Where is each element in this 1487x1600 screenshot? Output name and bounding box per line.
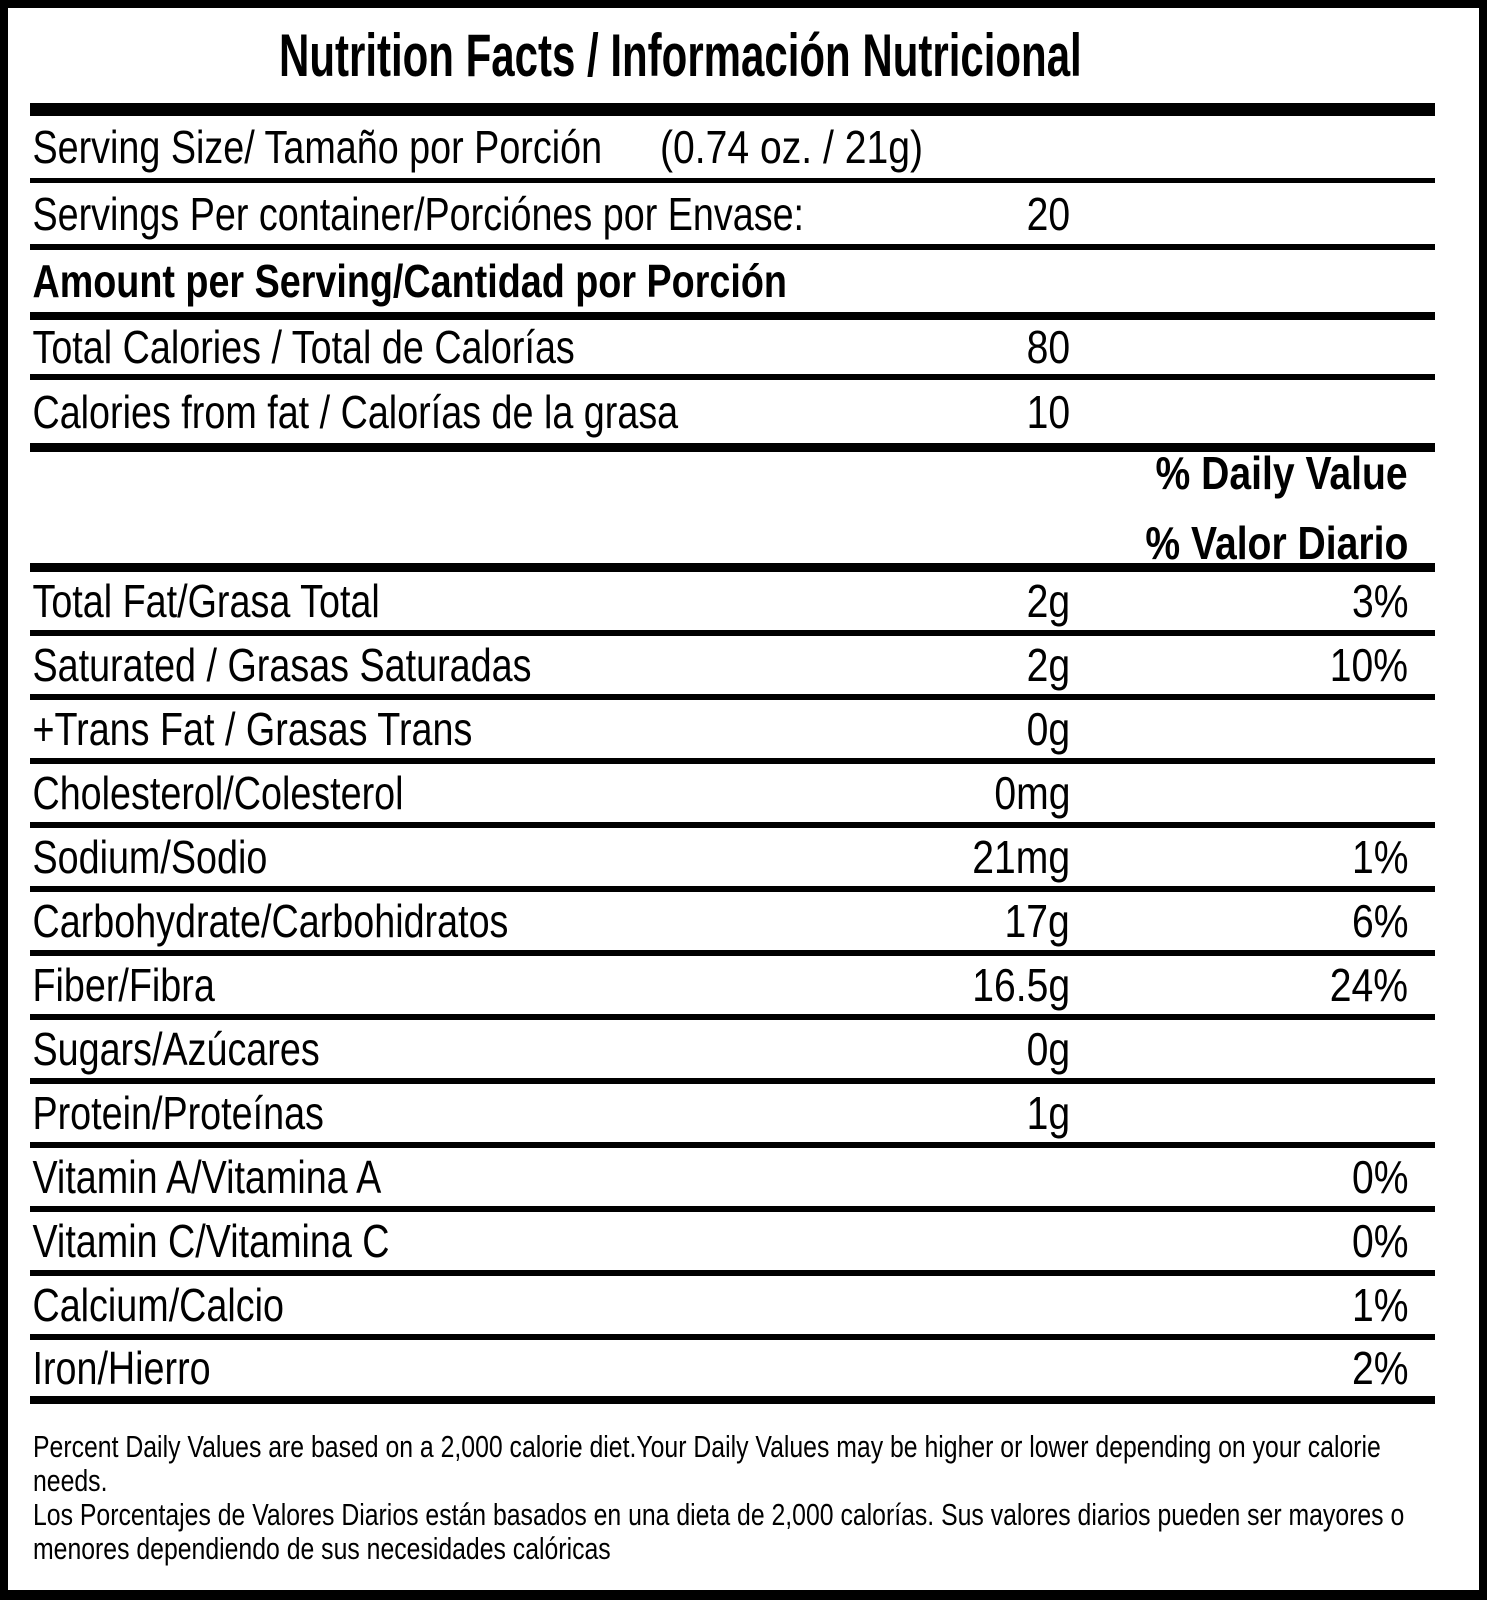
nutrient-daily-value: 1% — [1351, 831, 1408, 883]
nutrient-row-protein: Protein/Proteínas 1g — [30, 1084, 1435, 1148]
calories-from-fat-row: Calories from fat / Calorías de la grasa… — [30, 380, 1435, 452]
nutrient-daily-value: 3% — [1351, 575, 1408, 627]
nutrient-daily-value: 10% — [1329, 639, 1408, 691]
nutrient-label: Calcium/Calcio — [32, 1279, 284, 1331]
nutrient-row-sugars: Sugars/Azúcares 0g — [30, 1020, 1435, 1084]
nutrient-label: Saturated / Grasas Saturadas — [32, 639, 532, 691]
daily-value-header-es: % Valor Diario — [1145, 516, 1408, 569]
nutrient-amount: 17g — [1004, 895, 1070, 947]
nutrient-daily-value: 0% — [1351, 1151, 1408, 1203]
nutrient-amount: 16.5g — [972, 959, 1070, 1011]
footnote-text: Percent Daily Values are based on a 2,00… — [33, 1430, 1438, 1566]
nutrient-label: Vitamin C/Vitamina C — [32, 1215, 390, 1267]
label-content: Nutrition Facts / Información Nutriciona… — [8, 8, 1479, 1566]
nutrient-label: +Trans Fat / Grasas Trans — [32, 703, 473, 755]
servings-per-container-row: Servings Per container/Porciónes por Env… — [30, 183, 1435, 250]
nutrient-label: Vitamin A/Vitamina A — [32, 1151, 382, 1203]
nutrient-amount: 2g — [1026, 575, 1070, 627]
nutrient-label: Iron/Hierro — [32, 1342, 211, 1394]
amount-per-serving-heading: Amount per Serving/Cantidad por Porción — [32, 255, 787, 307]
footnote-spanish: Los Porcentajes de Valores Diarios están… — [33, 1497, 1405, 1566]
footnote-english: Percent Daily Values are based on a 2,00… — [33, 1429, 1381, 1498]
serving-size-value: (0.74 oz. / 21g) — [660, 121, 923, 173]
nutrient-row-saturated-fat: Saturated / Grasas Saturadas 2g 10% — [30, 636, 1435, 700]
nutrient-daily-value: 1% — [1351, 1279, 1408, 1331]
nutrient-row-calcium: Calcium/Calcio 1% — [30, 1276, 1435, 1340]
nutrient-amount: 2g — [1026, 639, 1070, 691]
nutrient-row-cholesterol: Cholesterol/Colesterol 0mg — [30, 764, 1435, 828]
daily-value-header: % Daily Value % Valor Diario — [30, 447, 1435, 572]
calories-from-fat-value: 10 — [1026, 385, 1070, 438]
total-calories-row: Total Calories / Total de Calorías 80 — [30, 320, 1435, 380]
servings-per-container-label: Servings Per container/Porciónes por Env… — [32, 187, 805, 240]
total-calories-label: Total Calories / Total de Calorías — [32, 321, 575, 373]
label-title: Nutrition Facts / Información Nutriciona… — [279, 22, 1082, 89]
serving-size-row: Serving Size/ Tamaño por Porción (0.74 o… — [30, 116, 1435, 183]
nutrient-row-trans-fat: +Trans Fat / Grasas Trans 0g — [30, 700, 1435, 764]
nutrient-row-vitamin-a: Vitamin A/Vitamina A 0% — [30, 1148, 1435, 1212]
nutrient-amount: 21mg — [972, 831, 1070, 883]
nutrient-label: Carbohydrate/Carbohidratos — [32, 895, 509, 947]
title-divider-bar — [30, 103, 1435, 116]
nutrient-amount: 0mg — [993, 767, 1070, 819]
nutrient-amount: 1g — [1026, 1087, 1070, 1139]
nutrient-row-fiber: Fiber/Fibra 16.5g 24% — [30, 956, 1435, 1020]
total-calories-value: 80 — [1026, 321, 1070, 373]
nutrient-label: Protein/Proteínas — [32, 1087, 324, 1139]
calories-from-fat-label: Calories from fat / Calorías de la grasa — [32, 385, 679, 438]
footnote-section: Percent Daily Values are based on a 2,00… — [30, 1404, 1435, 1566]
amount-per-serving-heading-row: Amount per Serving/Cantidad por Porción — [30, 250, 1435, 320]
nutrient-row-vitamin-c: Vitamin C/Vitamina C 0% — [30, 1212, 1435, 1276]
nutrient-label: Fiber/Fibra — [32, 959, 215, 1011]
nutrient-amount: 0g — [1026, 1023, 1070, 1075]
nutrient-daily-value: 0% — [1351, 1215, 1408, 1267]
servings-per-container-value: 20 — [1026, 187, 1070, 240]
nutrient-daily-value: 2% — [1351, 1342, 1408, 1394]
nutrient-daily-value: 6% — [1351, 895, 1408, 947]
nutrient-label: Sugars/Azúcares — [32, 1023, 320, 1075]
label-header: Nutrition Facts / Información Nutriciona… — [30, 8, 1435, 103]
nutrient-amount: 0g — [1026, 703, 1070, 755]
nutrient-label: Total Fat/Grasa Total — [32, 575, 380, 627]
daily-value-header-en: % Daily Value — [1155, 446, 1408, 499]
nutrient-label: Sodium/Sodio — [32, 831, 268, 883]
nutrient-row-carbohydrate: Carbohydrate/Carbohidratos 17g 6% — [30, 892, 1435, 956]
nutrient-daily-value: 24% — [1329, 959, 1408, 1011]
nutrient-row-total-fat: Total Fat/Grasa Total 2g 3% — [30, 572, 1435, 636]
nutrient-row-iron: Iron/Hierro 2% — [30, 1340, 1435, 1404]
nutrient-label: Cholesterol/Colesterol — [32, 767, 404, 819]
nutrient-row-sodium: Sodium/Sodio 21mg 1% — [30, 828, 1435, 892]
serving-size-label: Serving Size/ Tamaño por Porción — [32, 121, 603, 173]
